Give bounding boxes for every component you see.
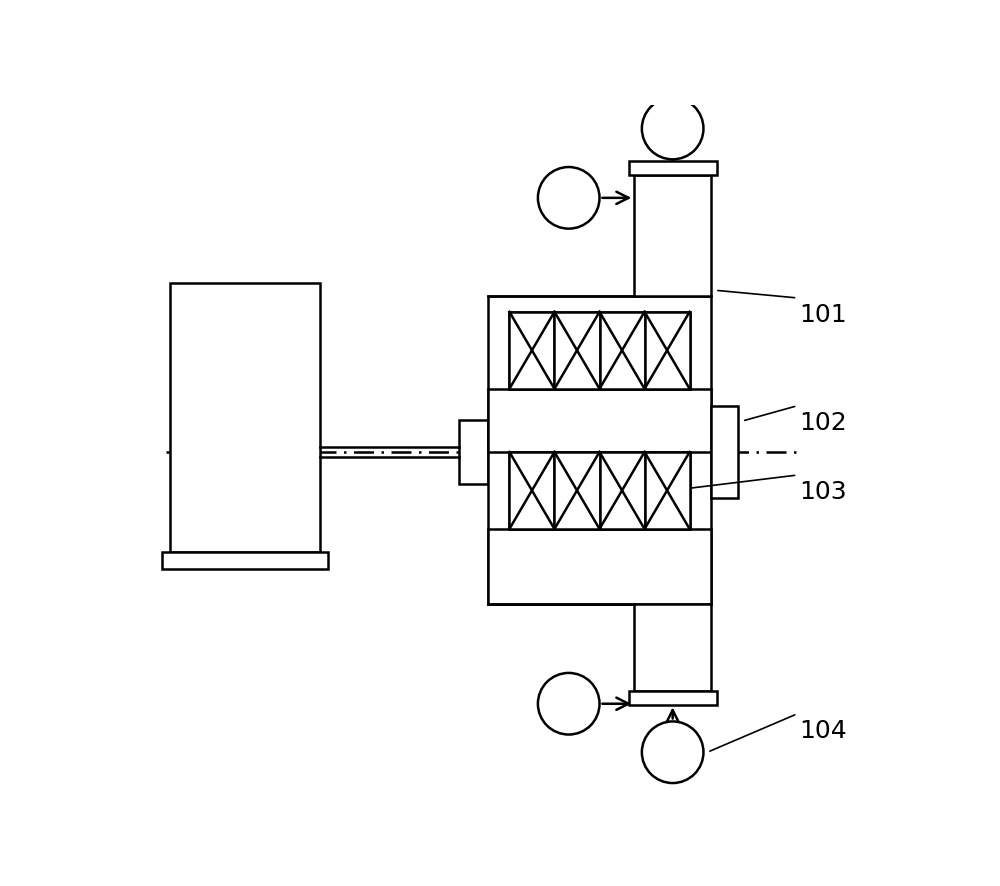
- Circle shape: [538, 673, 600, 734]
- Circle shape: [642, 721, 703, 783]
- Bar: [600, 453, 645, 529]
- Bar: [488, 529, 711, 605]
- Bar: [554, 453, 600, 529]
- Bar: [554, 313, 600, 389]
- Bar: [162, 552, 328, 570]
- Bar: [645, 313, 690, 389]
- Bar: [509, 453, 690, 529]
- Text: 102: 102: [799, 410, 847, 434]
- Bar: [488, 389, 711, 453]
- Bar: [629, 691, 717, 704]
- Bar: [509, 313, 690, 389]
- Bar: [634, 175, 711, 297]
- Bar: [629, 162, 717, 175]
- Circle shape: [538, 167, 600, 229]
- Bar: [600, 313, 645, 389]
- Bar: [488, 297, 711, 605]
- Text: 101: 101: [799, 302, 847, 326]
- Bar: [509, 453, 554, 529]
- Bar: [634, 605, 711, 691]
- Circle shape: [642, 98, 703, 160]
- Bar: [170, 284, 320, 552]
- Bar: [645, 453, 690, 529]
- Bar: [459, 420, 488, 485]
- Text: 104: 104: [799, 718, 847, 742]
- Bar: [711, 407, 738, 499]
- Bar: [509, 313, 554, 389]
- Text: 103: 103: [799, 479, 847, 503]
